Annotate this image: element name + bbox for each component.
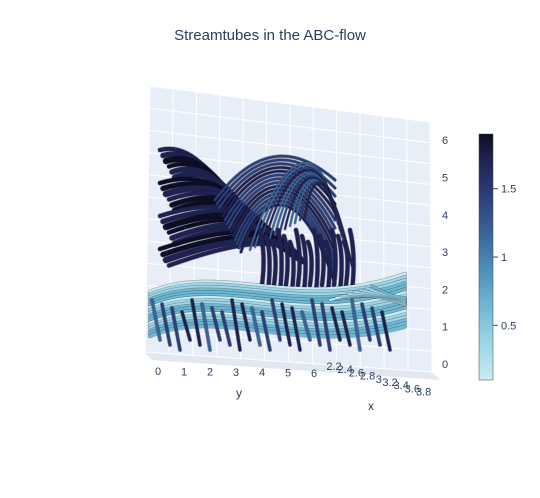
x-tick-label: 2.8 (360, 371, 375, 383)
y-tick-label: 3 (233, 367, 239, 379)
chart-title: Streamtubes in the ABC-flow (174, 27, 366, 44)
x-tick-label: 3.8 (416, 387, 431, 399)
z-tick-label: 2 (442, 284, 448, 296)
z-tick-label: 3 (442, 247, 448, 259)
y-tick-label: 1 (181, 366, 187, 378)
colorbar-tick-label: 1 (501, 252, 507, 264)
z-tick-label: 6 (442, 135, 448, 147)
y-tick-label: 2 (207, 367, 213, 379)
colorbar: 0.5 1 1.5 (479, 134, 516, 380)
y-tick-label: 0 (155, 366, 161, 378)
colorbar-tick-label: 0.5 (501, 320, 516, 332)
y-tick-label: 5 (285, 368, 291, 380)
z-tick-label: 4 (442, 210, 448, 222)
z-tick-label: 0 (442, 359, 448, 371)
y-axis-label: y (236, 386, 242, 400)
z-axis: 0 1 2 3 4 5 6 (442, 135, 448, 371)
colorbar-gradient (479, 134, 493, 380)
x-tick-label: 3 (376, 374, 382, 386)
colorbar-tick-label: 1.5 (501, 184, 516, 196)
z-tick-label: 1 (442, 322, 448, 334)
z-tick-label: 5 (442, 173, 448, 185)
x-axis-label: x (368, 399, 374, 413)
y-tick-label: 4 (259, 367, 265, 379)
y-tick-label: 6 (311, 368, 317, 380)
